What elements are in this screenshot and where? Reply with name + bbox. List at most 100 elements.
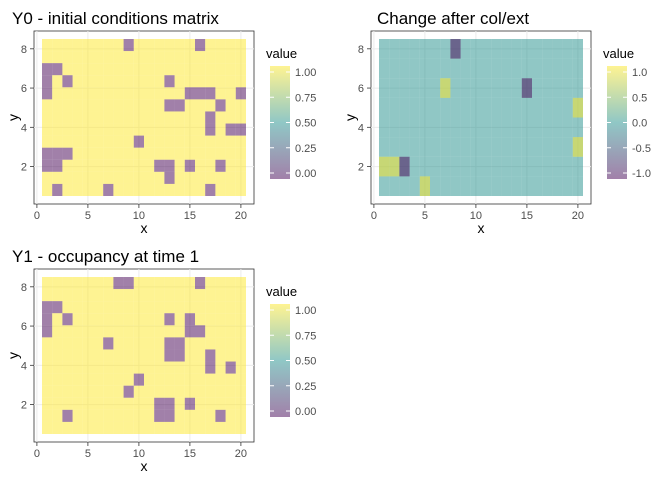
heatmap-cell <box>379 117 390 138</box>
heatmap-cell <box>184 87 195 100</box>
heatmap-cell <box>72 147 83 160</box>
heatmap-cell <box>419 58 430 79</box>
heatmap-cell <box>501 97 512 118</box>
heatmap-cell <box>113 51 124 64</box>
heatmap-cell <box>123 159 134 172</box>
heatmap-cell <box>144 171 155 184</box>
heatmap-cell <box>215 277 226 290</box>
heatmap-cell <box>164 183 175 196</box>
heatmap-cell <box>103 325 114 338</box>
heatmap-cell <box>235 301 246 314</box>
heatmap-cell <box>82 63 93 76</box>
heatmap-cell <box>103 63 114 76</box>
heatmap-cell <box>235 147 246 160</box>
heatmap-cell <box>42 39 53 52</box>
x-tick-label: 10 <box>133 448 145 460</box>
heatmap-cell <box>195 313 206 326</box>
axes: 0 5 10 15 20 2 4 6 8 x y <box>5 282 247 474</box>
heatmap-cell <box>174 361 185 374</box>
heatmap-cell <box>52 409 63 422</box>
heatmap-cell <box>154 361 165 374</box>
heatmap-cell <box>133 421 144 434</box>
heatmap-cell <box>205 301 216 314</box>
heatmap-cell <box>42 75 53 88</box>
heatmap-cell <box>42 421 53 434</box>
heatmap-cell <box>123 409 134 422</box>
heatmap-cell <box>52 111 63 124</box>
y-tick-label: 6 <box>21 83 27 95</box>
heatmap-tiles <box>42 39 246 196</box>
heatmap-cell <box>440 78 451 98</box>
heatmap-cell <box>521 176 532 196</box>
heatmap-cell <box>82 147 93 160</box>
heatmap-cell <box>72 373 83 386</box>
heatmap-cell <box>409 117 420 138</box>
heatmap-cell <box>62 349 73 362</box>
heatmap-cell <box>164 289 175 302</box>
heatmap-cell <box>184 313 195 326</box>
heatmap-cell <box>491 78 502 98</box>
heatmap-cell <box>419 97 430 118</box>
heatmap-cell <box>103 301 114 314</box>
heatmap-cell <box>62 361 73 374</box>
heatmap-cell <box>430 137 441 157</box>
x-tick-label: 20 <box>235 448 247 460</box>
heatmap-cell <box>225 75 236 88</box>
y-axis-label: y <box>5 352 21 359</box>
heatmap-cell <box>93 397 104 410</box>
heatmap-cell <box>399 117 410 138</box>
heatmap-cell <box>52 63 63 76</box>
heatmap-cell <box>215 397 226 410</box>
heatmap-cell <box>154 409 165 422</box>
heatmap-cell <box>82 39 93 52</box>
heatmap-cell <box>42 183 53 196</box>
legend-label: 0.25 <box>295 143 316 155</box>
heatmap-cell <box>205 349 216 362</box>
heatmap-cell <box>225 397 236 410</box>
heatmap-cell <box>62 111 73 124</box>
heatmap-cell <box>144 147 155 160</box>
heatmap-cell <box>113 183 124 196</box>
heatmap-cell <box>123 135 134 148</box>
heatmap-cell <box>113 63 124 76</box>
heatmap-cell <box>195 135 206 148</box>
heatmap-cell <box>82 421 93 434</box>
heatmap-cell <box>409 156 420 177</box>
heatmap-cell <box>470 97 481 118</box>
heatmap-cell <box>93 277 104 290</box>
heatmap-cell <box>419 156 430 177</box>
heatmap-cell <box>225 337 236 350</box>
heatmap-cell <box>133 349 144 362</box>
heatmap-cell <box>133 123 144 136</box>
heatmap-cell <box>174 63 185 76</box>
heatmap-cell <box>389 117 400 138</box>
heatmap-cell <box>215 385 226 398</box>
heatmap-cell <box>133 301 144 314</box>
heatmap-cell <box>72 39 83 52</box>
heatmap-cell <box>133 397 144 410</box>
heatmap-cell <box>521 137 532 157</box>
heatmap-cell <box>521 78 532 98</box>
heatmap-cell <box>93 337 104 350</box>
heatmap-cell <box>123 171 134 184</box>
x-tick-label: 5 <box>85 210 91 222</box>
heatmap-cell <box>164 421 175 434</box>
heatmap-cell <box>460 58 471 79</box>
y-tick-label: 4 <box>358 122 364 134</box>
heatmap-cell <box>195 325 206 338</box>
heatmap-cell <box>501 39 512 59</box>
heatmap-cell <box>144 409 155 422</box>
heatmap-cell <box>154 421 165 434</box>
heatmap-cell <box>93 385 104 398</box>
heatmap-cell <box>225 63 236 76</box>
heatmap-cell <box>103 51 114 64</box>
heatmap-cell <box>113 289 124 302</box>
heatmap-cell <box>542 78 553 98</box>
heatmap-cell <box>154 135 165 148</box>
heatmap-cell <box>511 58 522 79</box>
heatmap-cell <box>62 325 73 338</box>
heatmap-cell <box>133 289 144 302</box>
y-tick-label: 2 <box>21 162 27 174</box>
heatmap-cell <box>521 156 532 177</box>
heatmap-cell <box>552 137 563 157</box>
